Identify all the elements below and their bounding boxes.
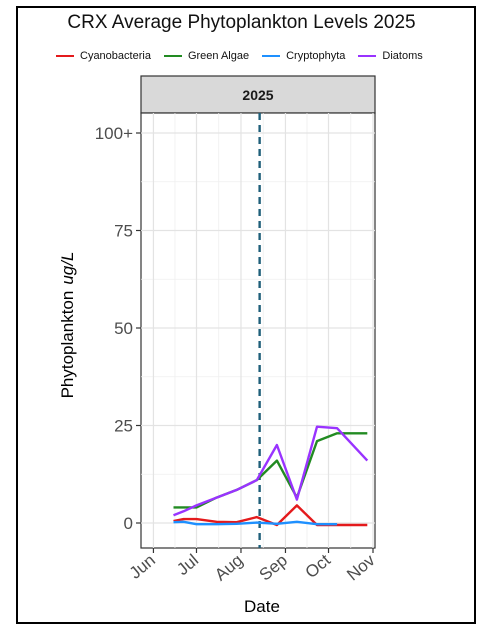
legend-key-green-algae: [163, 55, 182, 57]
y-axis-title-unit: ug/L: [58, 252, 77, 285]
y-tick-label: 0: [124, 514, 133, 533]
legend-item-cyanobacteria: Cyanobacteria: [56, 50, 151, 62]
legend-label-green-algae: Green Algae: [187, 50, 250, 62]
y-axis-title: Phytoplankton ug/L: [58, 252, 77, 399]
series-lines: [173, 425, 369, 527]
series-line-diatoms: [173, 425, 369, 517]
plot-panel: [140, 112, 376, 549]
x-tick-label: Oct: [302, 550, 335, 582]
y-axis-title-main: Phytoplankton: [58, 291, 77, 399]
legend-item-cryptophyta: Cryptophyta: [262, 50, 345, 62]
gridlines: [141, 113, 375, 548]
legend-label-cyanobacteria: Cyanobacteria: [80, 50, 151, 62]
x-tick-label: Nov: [343, 550, 379, 584]
legend-label-diatoms: Diatoms: [382, 50, 423, 62]
y-tick-label: 50: [114, 319, 133, 338]
y-tick-label: 100+: [95, 124, 133, 143]
x-tick-label: Jul: [173, 551, 202, 580]
x-tick-label: Jun: [126, 551, 159, 583]
legend-key-cyanobacteria: [56, 55, 74, 57]
facet-strip: [140, 75, 376, 114]
legend-item-diatoms: Diatoms: [358, 50, 423, 62]
facet-strip-label: 2025: [242, 87, 273, 103]
series-line-cryptophyta: [173, 520, 338, 526]
chart-legend: Cyanobacteria Green Algae Cryptophyta Di…: [56, 50, 423, 62]
legend-key-diatoms: [358, 55, 377, 57]
y-tick-label: 25: [114, 417, 133, 436]
x-axis-title: Date: [244, 597, 280, 616]
legend-label-cryptophyta: Cryptophyta: [286, 50, 346, 62]
legend-key-cryptophyta: [262, 55, 281, 57]
chart-title: CRX Average Phytoplankton Levels 2025: [67, 12, 416, 33]
x-tick-label: Aug: [211, 551, 246, 585]
x-tick-label: Sep: [256, 551, 291, 585]
y-tick-label: 75: [114, 222, 133, 241]
legend-item-green-algae: Green Algae: [163, 50, 250, 62]
